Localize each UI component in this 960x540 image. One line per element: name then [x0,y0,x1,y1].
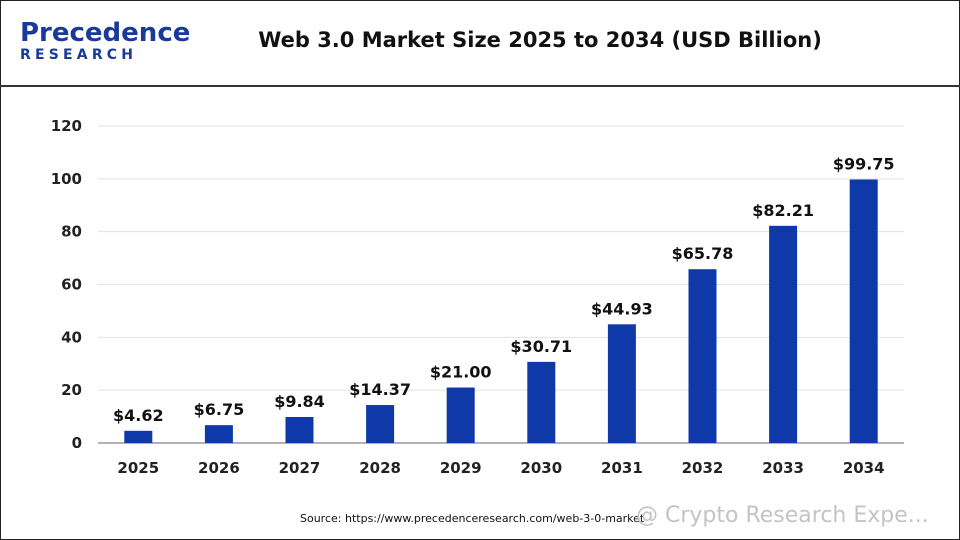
y-tick-label: 120 [51,117,82,135]
y-axis-ticks: 0 20 40 60 80 100 120 [51,117,82,452]
bar [446,387,475,443]
bar [204,425,233,443]
bar-value-label: $9.84 [274,392,325,411]
y-tick-label: 40 [61,328,82,346]
chart-header: Precedence RESEARCH Web 3.0 Market Size … [0,0,960,87]
x-tick-label: 2034 [843,459,885,477]
bar [527,361,556,443]
x-tick-label: 2031 [601,459,643,477]
x-axis-ticks: 2025 2026 2027 2028 2029 2030 2031 2032 2033 2034 [117,459,884,477]
bar-value-label: $14.37 [349,380,411,399]
y-tick-label: 80 [61,223,82,241]
bar-value-label: $99.75 [833,154,895,173]
y-tick-label: 60 [61,276,82,294]
bar-value-label: $4.62 [113,406,164,425]
precedence-research-logo: Precedence RESEARCH [14,12,190,72]
x-tick-label: 2026 [198,459,240,477]
source-note: Source: https://www.precedenceresearch.c… [300,512,645,525]
x-tick-label: 2030 [520,459,562,477]
x-tick-label: 2025 [117,459,159,477]
bar-chart: 0 20 40 60 80 100 120 $4.62 $6.75 $9.84 $14.37 $21… [0,87,960,507]
bar [688,269,717,443]
x-tick-label: 2033 [762,459,804,477]
x-tick-label: 2032 [682,459,724,477]
bar [285,417,314,443]
bar-value-label: $82.21 [752,201,814,220]
bar-value-label: $21.00 [430,363,492,382]
logo-wordmark-bottom: RESEARCH [20,47,138,63]
y-tick-label: 100 [51,170,82,188]
bar-chart-svg: 0 20 40 60 80 100 120 $4.62 $6.75 $9.84 $14.37 $21… [51,117,904,477]
y-tick-label: 0 [72,434,82,452]
bar-value-label: $30.71 [510,337,572,356]
bar [607,324,636,443]
value-labels: $4.62 $6.75 $9.84 $14.37 $21.00 $30.71 $44.93 $… [113,154,895,424]
bar [769,225,798,443]
bar-value-label: $44.93 [591,299,653,318]
bar-layer [124,179,878,443]
bar [849,179,878,443]
x-tick-label: 2029 [440,459,482,477]
y-tick-label: 20 [61,381,82,399]
logo-wordmark-top: Precedence [20,18,191,48]
x-tick-label: 2027 [279,459,321,477]
bar [366,405,395,443]
bar-value-label: $6.75 [194,400,245,419]
watermark-text: @ Crypto Research Expe... [636,503,929,528]
chart-title: Web 3.0 Market Size 2025 to 2034 (USD Bi… [258,28,822,52]
x-tick-label: 2028 [359,459,401,477]
bar [124,430,153,443]
bar-value-label: $65.78 [672,244,734,263]
